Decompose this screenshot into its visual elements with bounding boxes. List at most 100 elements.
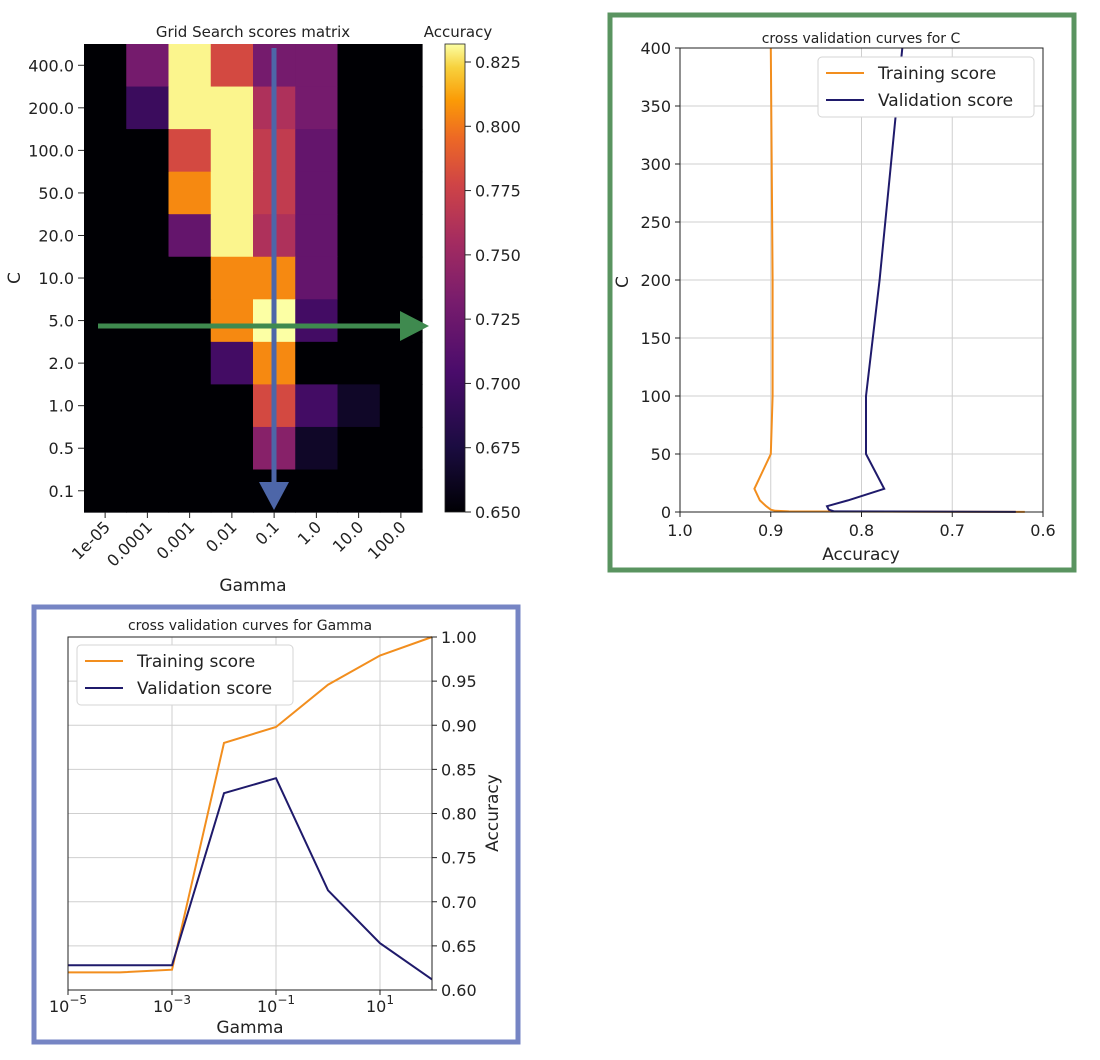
c-y-tick-label: 200: [640, 271, 671, 290]
heatmap-cell: [168, 341, 212, 385]
gamma-x-tick-label: 10−5: [49, 993, 87, 1016]
gamma-chart-legend: Training score Validation score: [76, 644, 294, 706]
c-x-tick-label: 0.8: [849, 521, 874, 540]
heatmap-cell: [168, 299, 212, 343]
gamma-validation-score-line: [68, 777, 433, 981]
heatmap-cell: [84, 469, 127, 513]
heatmap-chart: Grid Search scores matrix 400.0 200.0 100.…: [5, 23, 521, 596]
blue-arrow: [259, 48, 289, 510]
c-x-tick-label: 0.6: [1030, 521, 1055, 540]
heatmap-cell: [337, 214, 381, 258]
heatmap-x-label: Gamma: [219, 576, 286, 596]
heatmap-x-tick-label: 100.0: [364, 517, 410, 563]
heatmap-cell: [126, 256, 170, 300]
heatmap-cell: [84, 256, 127, 300]
heatmap-cell: [126, 44, 170, 88]
heatmap-cell: [84, 214, 127, 258]
heatmap-x-tick-label: 1.0: [294, 517, 325, 548]
gamma-chart-lines: [68, 636, 433, 981]
heatmap-cell: [337, 44, 381, 88]
heatmap-cell: [126, 214, 170, 258]
heatmap-cell: [168, 384, 212, 428]
c-chart-title: cross validation curves for C: [762, 31, 961, 47]
gamma-y-tick-label: 0.80: [441, 805, 477, 824]
heatmap-cell: [210, 86, 254, 130]
gamma-y-tick-label: 0.60: [441, 981, 477, 1000]
colorbar-ticks: 0.825 0.800 0.775 0.750 0.725 0.700 0.675 0.650: [465, 53, 521, 522]
blue-arrow-head: [259, 482, 289, 510]
heatmap-x-tick-label: 0.01: [202, 517, 241, 556]
gamma-x-tick-label: 101: [366, 993, 394, 1016]
heatmap-cell: [295, 214, 339, 258]
heatmap-cell: [379, 384, 423, 428]
heatmap-cell: [168, 214, 212, 258]
colorbar-tick-label: 0.675: [475, 439, 521, 458]
heatmap-y-tick-label: 0.5: [49, 439, 74, 458]
colorbar: [444, 43, 466, 513]
heatmap-cell: [379, 129, 423, 173]
heatmap-cell: [337, 129, 381, 173]
gamma-chart-x-label: Gamma: [216, 1018, 283, 1038]
heatmap-cell: [379, 469, 423, 513]
colorbar-tick-label: 0.725: [475, 310, 521, 329]
heatmap-cell: [210, 299, 254, 343]
heatmap-cell: [337, 86, 381, 130]
heatmap-cell: [379, 214, 423, 258]
gamma-validation-chart: cross validation curves for Gamma 10−5 10…: [31, 604, 521, 1045]
heatmap-cell: [126, 469, 170, 513]
heatmap-cell: [168, 469, 212, 513]
gamma-y-tick-label: 0.70: [441, 893, 477, 912]
gamma-legend-training-label: Training score: [136, 652, 255, 672]
c-x-tick-label: 0.7: [940, 521, 965, 540]
heatmap-cell: [379, 341, 423, 385]
gamma-x-tick-base: 10: [153, 997, 173, 1016]
colorbar-tick-label: 0.825: [475, 53, 521, 72]
c-legend-box: [817, 56, 1035, 118]
heatmap-cell: [295, 44, 339, 88]
blue-frame: [31, 604, 521, 1045]
gamma-y-tick-label: 0.75: [441, 849, 477, 868]
gamma-x-tick-base: 10: [257, 997, 277, 1016]
heatmap-cell: [84, 129, 127, 173]
c-chart-x-ticks: 1.0 0.9 0.8 0.7 0.6: [667, 512, 1056, 540]
heatmap-y-tick-label: 2.0: [49, 354, 74, 373]
heatmap-cell: [84, 384, 127, 428]
heatmap-y-tick-label: 200.0: [28, 99, 74, 118]
heatmap-cell: [379, 171, 423, 215]
colorbar-tick-label: 0.775: [475, 182, 521, 201]
heatmap-cell: [379, 256, 423, 300]
gamma-training-score-line: [68, 636, 433, 974]
gamma-x-tick-label: 10−1: [257, 993, 295, 1016]
heatmap-y-tick-label: 1.0: [49, 397, 74, 416]
green-arrow-head: [400, 311, 429, 341]
heatmap-cell: [210, 426, 254, 471]
colorbar-tick-label: 0.700: [475, 374, 521, 393]
heatmap-cell: [295, 299, 339, 343]
heatmap-cell: [168, 256, 212, 300]
gamma-y-tick-label: 0.95: [441, 672, 477, 691]
gamma-chart-y-label: Accuracy: [483, 774, 503, 852]
heatmap-cell: [337, 384, 381, 428]
heatmap-cell: [337, 256, 381, 300]
gamma-x-tick-base: 10: [366, 997, 386, 1016]
c-y-tick-label: 400: [640, 39, 671, 58]
c-validation-score-line: [825, 47, 1016, 513]
heatmap-cell: [210, 256, 254, 300]
c-legend-training-label: Training score: [877, 64, 996, 84]
heatmap-x-tick-label: 10.0: [329, 517, 368, 556]
heatmap-cell: [295, 469, 339, 513]
heatmap-cell: [84, 44, 127, 88]
heatmap-cell: [210, 341, 254, 385]
c-y-tick-label: 100: [640, 387, 671, 406]
heatmap-x-tick-label: 0.001: [153, 517, 199, 563]
heatmap-cell: [168, 86, 212, 130]
gamma-y-tick-label: 1.00: [441, 628, 477, 647]
heatmap-cell: [210, 384, 254, 428]
gamma-y-tick-label: 0.65: [441, 937, 477, 956]
heatmap-cell: [337, 469, 381, 513]
heatmap-cell: [295, 86, 339, 130]
c-x-tick-label: 0.9: [758, 521, 783, 540]
c-y-tick-label: 150: [640, 329, 671, 348]
